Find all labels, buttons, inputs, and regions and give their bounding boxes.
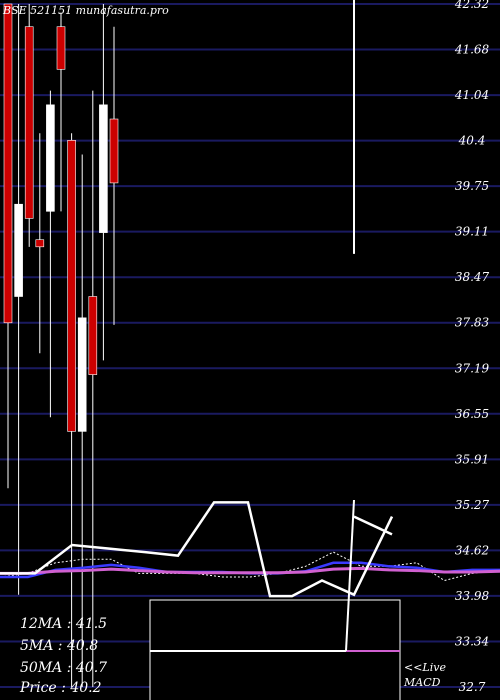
legend: 12MA : 41.5 5MA : 40.8 50MA : 40.7 Price : … [19, 616, 107, 696]
y-tick-label: 33.34 [455, 634, 489, 648]
y-tick-label: 36.55 [455, 407, 489, 421]
candles [3, 0, 355, 687]
y-axis-labels: 42.32 41.68 41.04 40.4 39.75 39.11 38.47 37.83 3… [454, 0, 490, 694]
y-tick-label: 32.7 [459, 680, 486, 694]
signal-line [0, 551, 500, 582]
macd-line [0, 501, 394, 598]
candle-body [14, 203, 23, 297]
candle-body [24, 26, 34, 219]
y-tick-label: 42.32 [454, 0, 489, 11]
live-label: <<Live [404, 661, 446, 674]
y-tick-label: 37.83 [455, 316, 490, 330]
candle-body [88, 296, 98, 375]
indicators [0, 501, 500, 598]
y-tick-label: 40.4 [458, 134, 486, 148]
candle-body [99, 104, 108, 233]
y-tick-label: 38.47 [455, 270, 490, 284]
legend-entry: 50MA : 40.7 [20, 660, 107, 676]
candle-body [35, 239, 45, 248]
macd-spike [345, 499, 355, 652]
chart-title: BSE 521151 munafasutra.pro [2, 4, 169, 17]
candle-body [3, 3, 13, 324]
y-tick-label: 34.62 [455, 543, 489, 557]
y-tick-label: 41.68 [454, 43, 490, 57]
candle-body [109, 118, 119, 184]
ma-magenta-line [0, 566, 500, 575]
y-tick-label: 37.19 [455, 361, 490, 375]
y-tick-label: 39.11 [455, 225, 489, 239]
legend-entry: 5MA : 40.8 [20, 638, 98, 654]
legend-entry: Price : 40.2 [19, 680, 102, 696]
candle-body [77, 317, 87, 432]
y-tick-label: 35.27 [455, 498, 490, 512]
y-tick-label: 41.04 [454, 88, 489, 102]
grid [0, 3, 500, 688]
y-tick-label: 33.98 [455, 589, 490, 603]
y-tick-label: 39.75 [455, 179, 489, 193]
macd-line-tail [353, 515, 393, 536]
y-tick-label: 35.91 [455, 452, 489, 466]
legend-entry: 12MA : 41.5 [20, 616, 107, 632]
candle-body [56, 26, 66, 70]
macd-box: <<Live MACD [149, 499, 446, 700]
macd-label: MACD [403, 676, 441, 689]
candle-body [46, 104, 55, 212]
candle-body [67, 140, 76, 432]
